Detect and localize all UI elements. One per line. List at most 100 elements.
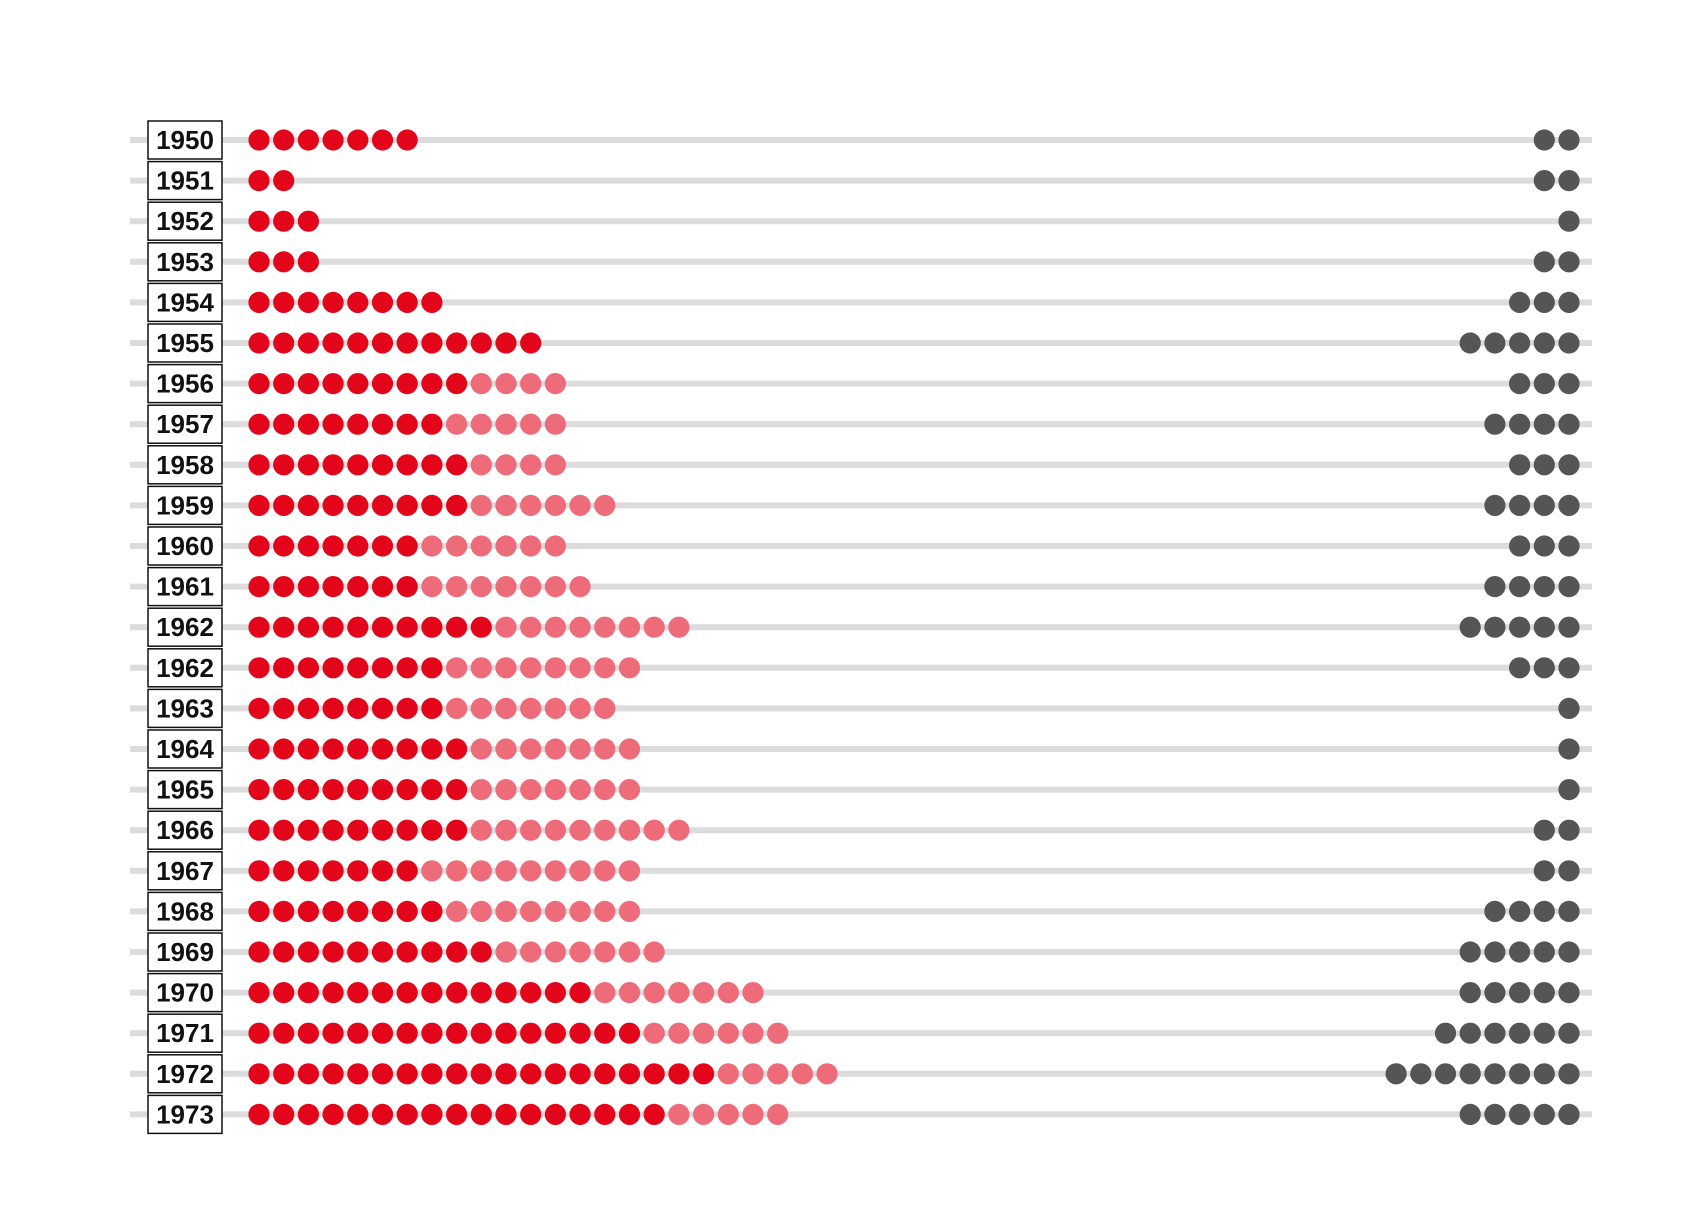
year-label: 1972	[156, 1059, 214, 1089]
dark-red-dot	[273, 494, 295, 516]
dark-red-dot	[371, 129, 394, 151]
dark-red-dot	[297, 129, 319, 151]
light-red-dot	[520, 779, 542, 801]
gray-dot	[1533, 1022, 1555, 1044]
dark-red-dot	[371, 332, 394, 354]
light-red-dot	[520, 900, 542, 923]
light-red-dot	[470, 900, 492, 923]
dark-red-dot	[421, 900, 443, 923]
dark-red-dot	[371, 657, 394, 679]
dark-red-dot	[297, 779, 319, 801]
dark-red-dot	[248, 210, 270, 232]
light-red-dot	[520, 413, 542, 435]
gray-dot	[1484, 941, 1506, 963]
dark-red-dot	[396, 576, 418, 598]
gray-dot	[1459, 1103, 1481, 1125]
dark-red-dot	[297, 210, 319, 232]
dark-red-dot	[248, 251, 270, 273]
dark-red-dot	[446, 982, 468, 1004]
light-red-dot	[767, 1103, 789, 1125]
gray-dot	[1558, 251, 1580, 273]
dark-red-dot	[248, 900, 270, 923]
gray-dot	[1484, 494, 1506, 516]
light-red-dot	[470, 738, 492, 760]
gray-dot	[1484, 1063, 1506, 1085]
year-label-box	[147, 688, 223, 729]
dark-red-dot	[248, 1063, 270, 1085]
light-red-dot	[520, 616, 542, 638]
dark-red-dot	[297, 860, 319, 882]
dark-red-dot	[297, 535, 319, 557]
dark-red-dot	[421, 373, 443, 395]
year-label: 1962	[156, 612, 214, 642]
dark-red-dot	[396, 1063, 418, 1085]
row-1964: 1964	[130, 729, 1592, 769]
dark-red-dot	[396, 1103, 418, 1125]
dark-red-dot	[297, 413, 319, 435]
gray-dot	[1509, 454, 1531, 476]
gray-dot	[1533, 616, 1555, 638]
dark-red-dot	[297, 1103, 319, 1125]
year-label-box	[147, 1013, 223, 1053]
dark-red-dot	[396, 616, 418, 638]
year-label: 1951	[156, 166, 214, 196]
gray-dot	[1459, 1022, 1481, 1044]
dark-red-dot	[421, 454, 443, 476]
light-red-dot	[470, 697, 492, 720]
gray-dot	[1509, 332, 1531, 354]
dark-red-dot	[322, 1103, 344, 1125]
year-label-box	[147, 648, 223, 688]
year-label: 1957	[156, 409, 214, 439]
dark-red-dot	[594, 1022, 616, 1044]
dark-red-dot	[396, 860, 418, 882]
light-red-dot	[618, 860, 641, 882]
dark-red-dot	[470, 1022, 492, 1044]
gray-dot	[1533, 819, 1555, 841]
gray-dot	[1558, 860, 1580, 882]
row-1968: 1968	[130, 891, 1592, 932]
gray-dot	[1484, 332, 1506, 354]
light-red-dot	[569, 657, 591, 679]
light-red-dot	[421, 576, 443, 598]
year-label: 1950	[156, 125, 214, 155]
dark-red-dot	[693, 1063, 715, 1085]
light-red-dot	[618, 779, 641, 801]
gray-dot	[1434, 1063, 1457, 1085]
year-label: 1954	[156, 287, 214, 317]
dark-red-dot	[347, 1022, 369, 1044]
year-label-box	[147, 1054, 223, 1094]
gray-dot	[1509, 1022, 1531, 1044]
row-1966: 1966	[130, 810, 1592, 850]
dark-red-dot	[618, 1103, 641, 1125]
dark-red-dot	[594, 1063, 616, 1085]
dark-red-dot	[371, 535, 394, 557]
dark-red-dot	[347, 779, 369, 801]
dark-red-dot	[347, 373, 369, 395]
dark-red-dot	[347, 941, 369, 963]
light-red-dot	[520, 941, 542, 963]
light-red-dot	[594, 900, 616, 923]
dark-red-dot	[322, 576, 344, 598]
dark-red-dot	[347, 900, 369, 923]
light-red-dot	[594, 819, 616, 841]
dark-red-dot	[347, 413, 369, 435]
light-red-dot	[569, 941, 591, 963]
gray-dot	[1558, 535, 1580, 557]
dark-red-dot	[273, 697, 295, 720]
dark-red-dot	[396, 982, 418, 1004]
year-label-box	[147, 160, 223, 201]
row-1952: 1952	[130, 201, 1592, 241]
dark-red-dot	[495, 1063, 517, 1085]
dark-red-dot	[396, 738, 418, 760]
row-1965: 1965	[130, 769, 1592, 810]
light-red-dot	[520, 738, 542, 760]
light-red-dot	[668, 982, 690, 1004]
gray-dot	[1509, 535, 1531, 557]
row-1958: 1958	[130, 445, 1592, 485]
dark-red-dot	[396, 332, 418, 354]
dark-red-dot	[347, 332, 369, 354]
dark-red-dot	[520, 1022, 542, 1044]
dark-red-dot	[446, 1063, 468, 1085]
light-red-dot	[569, 616, 591, 638]
light-red-dot	[544, 413, 567, 435]
